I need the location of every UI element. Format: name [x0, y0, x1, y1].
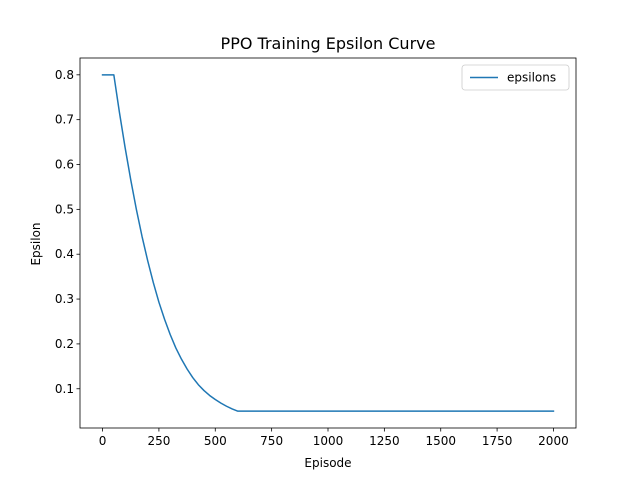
y-tick-label: 0.1 — [55, 382, 74, 396]
x-tick-label: 250 — [147, 434, 170, 448]
y-axis-label: Epsilon — [29, 222, 43, 265]
legend: epsilons — [461, 64, 570, 91]
x-tick-label: 2000 — [538, 434, 569, 448]
y-tick-label: 0.3 — [55, 292, 74, 306]
x-tick-label: 500 — [204, 434, 227, 448]
x-tick-label: 1500 — [425, 434, 456, 448]
plot-area: 0 250 500 750 1000 1250 1500 1750 2000 0.1 0.2 0.3 0… — [55, 57, 577, 448]
y-tick-label: 0.4 — [55, 247, 74, 261]
series-line-epsilons — [101, 74, 555, 412]
chart-title: PPO Training Epsilon Curve — [221, 34, 436, 53]
x-axis-label: Episode — [304, 456, 351, 470]
y-tick-label: 0.6 — [55, 158, 74, 172]
y-tick-label: 0.5 — [55, 202, 74, 216]
y-tick-label: 0.7 — [55, 113, 74, 127]
x-tick-label: 0 — [99, 434, 107, 448]
legend-box — [461, 64, 570, 91]
x-tick-label: 1250 — [369, 434, 400, 448]
legend-entry-label: epsilons — [507, 71, 556, 85]
x-tick-label: 750 — [260, 434, 283, 448]
y-tick-label: 0.2 — [55, 337, 74, 351]
x-tick-label: 1750 — [482, 434, 513, 448]
y-tick-label: 0.8 — [55, 68, 74, 82]
x-tick-label: 1000 — [313, 434, 344, 448]
